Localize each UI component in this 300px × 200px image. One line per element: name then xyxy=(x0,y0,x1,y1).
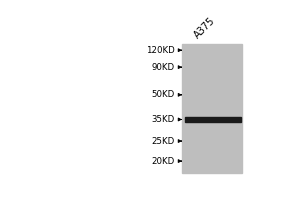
Text: 25KD: 25KD xyxy=(152,137,175,146)
Text: A375: A375 xyxy=(192,15,217,40)
Bar xyxy=(182,44,242,173)
Text: 20KD: 20KD xyxy=(152,157,175,166)
Text: 35KD: 35KD xyxy=(152,115,175,124)
Text: 50KD: 50KD xyxy=(152,90,175,99)
Text: 90KD: 90KD xyxy=(152,63,175,72)
Bar xyxy=(185,117,241,122)
Text: 120KD: 120KD xyxy=(146,46,175,55)
